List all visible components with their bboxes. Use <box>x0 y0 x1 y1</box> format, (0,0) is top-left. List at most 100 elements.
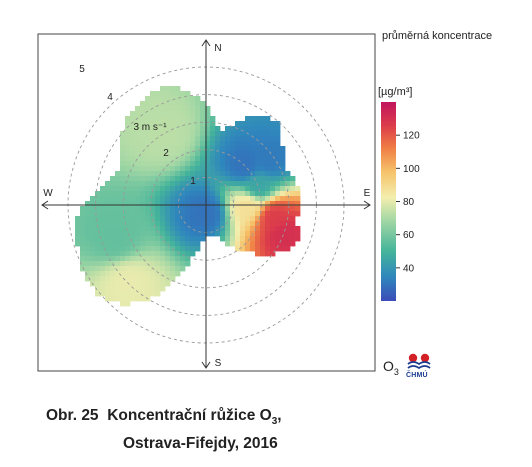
concentration-cell <box>265 161 271 167</box>
concentration-cell <box>130 206 136 212</box>
concentration-cell <box>140 246 146 252</box>
concentration-cell <box>175 246 181 252</box>
concentration-cell <box>240 201 246 207</box>
concentration-cell <box>155 216 161 222</box>
concentration-cell <box>285 206 291 212</box>
concentration-cell <box>185 191 191 197</box>
concentration-cell <box>235 221 241 227</box>
concentration-cell <box>175 171 181 177</box>
concentration-cell <box>145 266 151 272</box>
concentration-cell <box>125 176 131 182</box>
concentration-cell <box>265 151 271 157</box>
concentration-cell <box>150 91 156 97</box>
concentration-cell <box>80 221 86 227</box>
concentration-cell <box>110 211 116 217</box>
concentration-cell <box>260 161 266 167</box>
concentration-cell <box>285 241 291 247</box>
concentration-cell <box>170 121 176 127</box>
concentration-cell <box>125 241 131 247</box>
concentration-cell <box>245 116 251 122</box>
concentration-cell <box>165 256 171 262</box>
concentration-cell <box>180 231 186 237</box>
concentration-cell <box>150 226 156 232</box>
concentration-cell <box>180 151 186 157</box>
concentration-cell <box>280 201 286 207</box>
concentration-cell <box>255 216 261 222</box>
ring-label: 3 m s⁻¹ <box>133 122 167 133</box>
concentration-cell <box>165 181 171 187</box>
concentration-cell <box>150 211 156 217</box>
concentration-cell <box>210 231 216 237</box>
concentration-cell <box>210 126 216 132</box>
concentration-cell <box>225 231 231 237</box>
concentration-cell <box>195 126 201 132</box>
concentration-cell <box>125 151 131 157</box>
concentration-cell <box>195 151 201 157</box>
concentration-cell <box>190 226 196 232</box>
concentration-cell <box>135 276 141 282</box>
concentration-cell <box>125 191 131 197</box>
concentration-cell <box>90 266 96 272</box>
concentration-cell <box>205 146 211 152</box>
concentration-cell <box>160 211 166 217</box>
concentration-cell <box>85 266 91 272</box>
concentration-cell <box>135 146 141 152</box>
concentration-cell <box>105 281 111 287</box>
concentration-cell <box>170 181 176 187</box>
concentration-cell <box>145 256 151 262</box>
concentration-cell <box>175 226 181 232</box>
concentration-cell <box>170 96 176 102</box>
concentration-cell <box>205 186 211 192</box>
concentration-cell <box>85 226 91 232</box>
concentration-cell <box>255 171 261 177</box>
arrow-west <box>41 200 49 210</box>
concentration-cell <box>190 156 196 162</box>
concentration-cell <box>270 171 276 177</box>
concentration-cell <box>100 286 106 292</box>
concentration-cell <box>275 146 281 152</box>
concentration-cell <box>285 176 291 182</box>
concentration-cell <box>130 191 136 197</box>
concentration-cell <box>150 111 156 117</box>
concentration-cell <box>120 281 126 287</box>
concentration-cell <box>225 126 231 132</box>
concentration-cell <box>185 96 191 102</box>
concentration-cell <box>125 206 131 212</box>
concentration-cell <box>170 101 176 107</box>
concentration-cell <box>170 221 176 227</box>
ring-label: 5 <box>79 64 85 75</box>
concentration-cell <box>250 146 256 152</box>
concentration-cell <box>150 136 156 142</box>
concentration-cell <box>200 161 206 167</box>
concentration-cell <box>230 136 236 142</box>
concentration-cell <box>190 216 196 222</box>
concentration-cell <box>165 281 171 287</box>
concentration-cell <box>130 141 136 147</box>
concentration-cell <box>95 251 101 257</box>
concentration-cell <box>280 241 286 247</box>
concentration-cell <box>150 231 156 237</box>
concentration-cell <box>190 231 196 237</box>
concentration-cell <box>250 161 256 167</box>
concentration-cell <box>165 206 171 212</box>
concentration-cell <box>170 271 176 277</box>
concentration-cell <box>170 276 176 282</box>
concentration-cell <box>290 236 296 242</box>
concentration-cell <box>195 136 201 142</box>
concentration-cell <box>245 151 251 157</box>
concentration-cell <box>175 261 181 267</box>
concentration-cell <box>265 186 271 192</box>
concentration-cell <box>185 231 191 237</box>
concentration-cell <box>140 291 146 297</box>
concentration-cell <box>230 231 236 237</box>
concentration-cell <box>215 226 221 232</box>
concentration-cell <box>100 191 106 197</box>
concentration-cell <box>250 236 256 242</box>
concentration-cell <box>200 166 206 172</box>
concentration-cell <box>255 206 261 212</box>
concentration-cell <box>170 86 176 92</box>
concentration-cell <box>135 206 141 212</box>
concentration-cell <box>135 131 141 137</box>
concentration-cell <box>145 276 151 282</box>
concentration-cell <box>200 211 206 217</box>
